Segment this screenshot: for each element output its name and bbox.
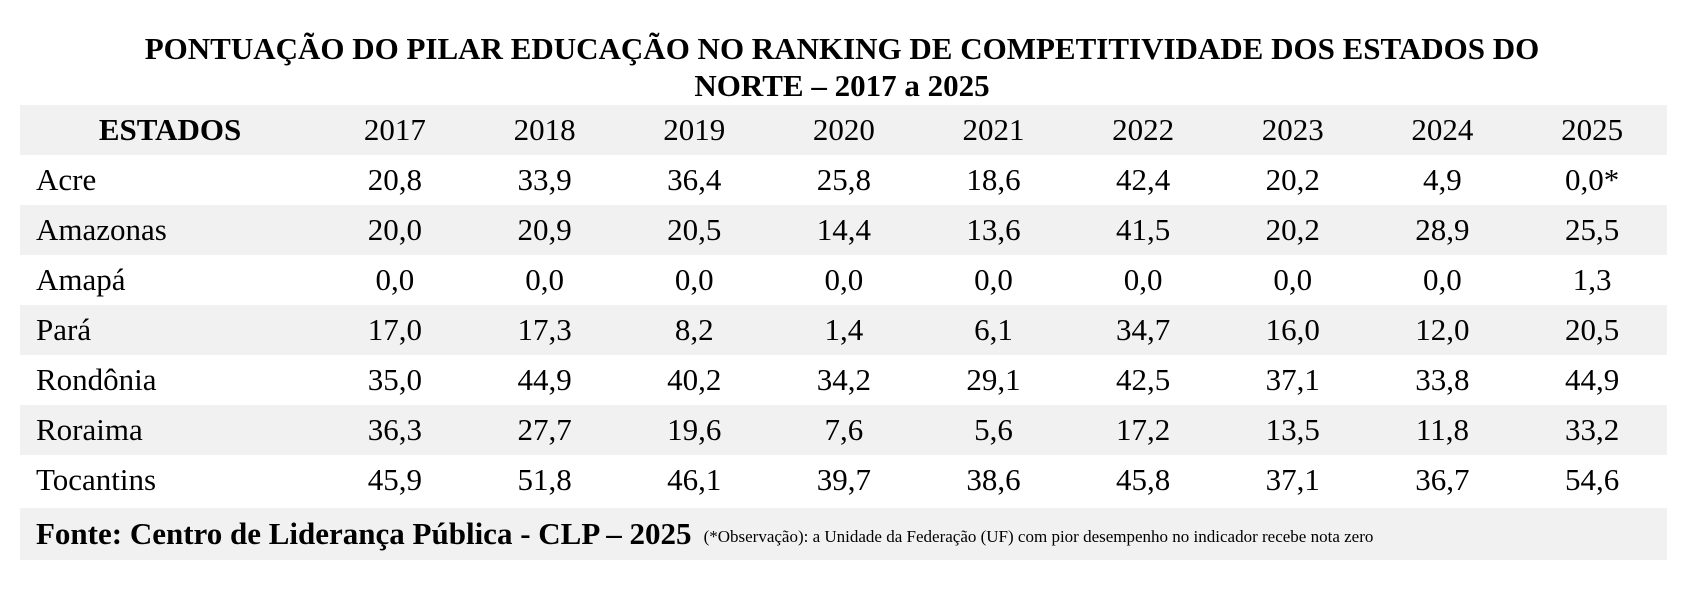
state-name: Tocantins (36, 462, 157, 497)
score-cell: 1,3 (1572, 262, 1612, 297)
table-row: Rondônia 35,0 44,9 40,2 34,2 29,1 42,5 3… (20, 355, 1667, 405)
score-cell: 8,2 (619, 305, 770, 355)
table-row: Tocantins 45,9 51,8 46,1 39,7 38,6 45,8 … (20, 455, 1667, 505)
table-header-row: ESTADOS 2017 2018 2019 2020 2021 2022 20… (20, 105, 1667, 155)
state-name: Amazonas (20, 205, 321, 255)
score-cell: 36,4 (667, 162, 722, 197)
score-cell: 0,0 (674, 262, 714, 297)
score-cell: 1,4 (769, 305, 919, 355)
score-cell: 0,0 (525, 262, 564, 297)
score-cell: 44,9 (517, 362, 572, 397)
score-cell: 0,0 (1273, 262, 1313, 297)
score-cell: 20,2 (1217, 205, 1368, 255)
score-cell: 34,2 (816, 362, 871, 397)
score-cell: 13,6 (918, 205, 1069, 255)
score-cell: 20,9 (469, 205, 620, 255)
score-cell: 7,6 (769, 405, 919, 455)
state-name: Amapá (36, 262, 126, 297)
state-name: Rondônia (36, 362, 157, 397)
score-cell: 45,8 (1116, 462, 1171, 497)
column-header-year: 2022 (1068, 105, 1218, 155)
score-cell: 41,5 (1068, 205, 1218, 255)
score-cell: 20,5 (1517, 305, 1667, 355)
score-cell: 0,0 (974, 262, 1013, 297)
score-cell: 19,6 (619, 405, 770, 455)
score-cell: 5,6 (918, 405, 1069, 455)
score-cell: 13,5 (1217, 405, 1368, 455)
score-cell: 33,2 (1517, 405, 1667, 455)
score-cell: 33,9 (517, 162, 572, 197)
score-cell: 18,6 (966, 162, 1021, 197)
score-cell: 46,1 (667, 462, 722, 497)
score-cell: 20,2 (1265, 162, 1320, 197)
score-cell: 6,1 (918, 305, 1069, 355)
score-cell: 16,0 (1217, 305, 1368, 355)
score-cell: 35,0 (367, 362, 423, 397)
document-title: PONTUAÇÃO DO PILAR EDUCAÇÃO NO RANKING D… (0, 30, 1684, 104)
score-cell: 34,7 (1068, 305, 1218, 355)
score-cell: 20,5 (619, 205, 770, 255)
footnote: (*Observação): a Unidade da Federação (U… (703, 527, 1374, 546)
score-cell: 20,0 (320, 205, 470, 255)
state-name: Acre (36, 162, 97, 197)
column-header-year: 2025 (1517, 105, 1667, 155)
score-cell: 54,6 (1564, 462, 1620, 497)
table-row: Amapá 0,0 0,0 0,0 0,0 0,0 0,0 0,0 0,0 1,… (20, 255, 1667, 305)
score-cell: 0,0 (824, 262, 864, 297)
score-cell: 4,9 (1423, 162, 1462, 197)
score-cell: 37,1 (1265, 362, 1320, 397)
column-header-year: 2021 (918, 105, 1069, 155)
score-cell: 51,8 (517, 462, 572, 497)
score-cell: 28,9 (1367, 205, 1518, 255)
score-cell: 37,1 (1265, 462, 1320, 497)
column-header-year: 2020 (769, 105, 919, 155)
state-name: Pará (20, 305, 321, 355)
score-cell: 42,4 (1116, 162, 1171, 197)
table-row: Roraima 36,3 27,7 19,6 7,6 5,6 17,2 13,5… (20, 405, 1667, 455)
column-header-year: 2023 (1217, 105, 1368, 155)
table-row: Acre 20,8 33,9 36,4 25,8 18,6 42,4 20,2 … (20, 155, 1667, 205)
score-cell: 25,5 (1517, 205, 1667, 255)
source-citation: Fonte: Centro de Liderança Pública - CLP… (36, 516, 692, 551)
score-cell: 25,8 (816, 162, 871, 197)
score-cell: 29,1 (966, 362, 1021, 397)
score-cell: 17,3 (469, 305, 620, 355)
source-footer: Fonte: Centro de Liderança Pública - CLP… (20, 508, 1667, 560)
score-cell: 39,7 (816, 462, 871, 497)
scores-table: ESTADOS 2017 2018 2019 2020 2021 2022 20… (20, 105, 1667, 505)
score-cell: 33,8 (1415, 362, 1470, 397)
score-cell: 12,0 (1367, 305, 1518, 355)
column-header-states: ESTADOS (20, 105, 321, 155)
column-header-year: 2019 (619, 105, 770, 155)
score-cell: 0,0 (375, 262, 415, 297)
score-cell: 45,9 (367, 462, 423, 497)
score-cell: 0,0* (1564, 162, 1620, 197)
score-cell: 44,9 (1564, 362, 1620, 397)
table-row: Pará 17,0 17,3 8,2 1,4 6,1 34,7 16,0 12,… (20, 305, 1667, 355)
score-cell: 40,2 (667, 362, 722, 397)
column-header-year: 2017 (320, 105, 470, 155)
score-cell: 0,0 (1123, 262, 1163, 297)
score-cell: 0,0 (1423, 262, 1462, 297)
score-cell: 27,7 (469, 405, 620, 455)
score-cell: 11,8 (1367, 405, 1518, 455)
score-cell: 14,4 (769, 205, 919, 255)
state-name: Roraima (20, 405, 321, 455)
score-cell: 36,7 (1415, 462, 1470, 497)
column-header-year: 2018 (469, 105, 620, 155)
score-cell: 36,3 (320, 405, 470, 455)
column-header-year: 2024 (1367, 105, 1518, 155)
score-cell: 17,2 (1068, 405, 1218, 455)
score-cell: 20,8 (367, 162, 423, 197)
score-cell: 42,5 (1116, 362, 1171, 397)
score-cell: 38,6 (966, 462, 1021, 497)
score-cell: 17,0 (320, 305, 470, 355)
title-line-2: NORTE – 2017 a 2025 (694, 68, 990, 103)
title-line-1: PONTUAÇÃO DO PILAR EDUCAÇÃO NO RANKING D… (144, 31, 1540, 66)
table-row: Amazonas 20,0 20,9 20,5 14,4 13,6 41,5 2… (20, 205, 1667, 255)
